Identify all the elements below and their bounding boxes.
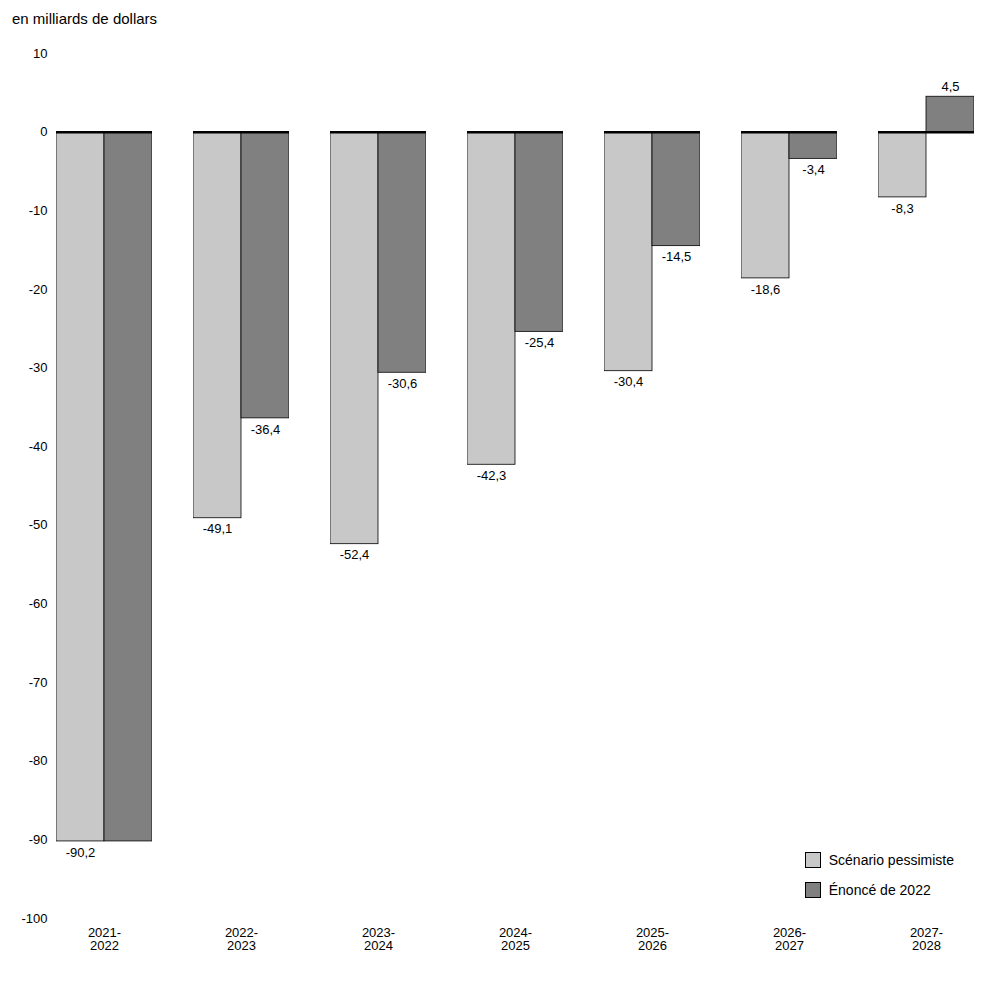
html-text:Scénario pessimiste: Scénario pessimiste xyxy=(828,852,954,868)
svg-text:-10: -10 xyxy=(29,203,48,218)
svg-text:-18,6: -18,6 xyxy=(751,282,781,297)
svg-text:-52,4: -52,4 xyxy=(340,547,370,562)
svg-text:-42,3: -42,3 xyxy=(477,468,507,483)
svg-text:-100: -100 xyxy=(21,911,47,926)
svg-text:-70: -70 xyxy=(29,675,48,690)
html-text:Énoncé de 2022: Énoncé de 2022 xyxy=(828,882,931,898)
svg-text:2022-2023: 2022-2023 xyxy=(225,925,258,953)
svg-text:2026-2027: 2026-2027 xyxy=(773,925,806,953)
svg-text:-80: -80 xyxy=(29,753,48,768)
svg-text:-14,5: -14,5 xyxy=(662,249,692,264)
svg-text:-25,4: -25,4 xyxy=(525,335,555,350)
svg-text:-90,2: -90,2 xyxy=(66,845,96,860)
svg-text:-30,4: -30,4 xyxy=(614,374,644,389)
svg-text:4,5: 4,5 xyxy=(941,79,959,94)
svg-text:-8,3: -8,3 xyxy=(891,201,913,216)
svg-text:-49,1: -49,1 xyxy=(203,521,233,536)
svg-text:-20: -20 xyxy=(29,282,48,297)
svg-text:-30,6: -30,6 xyxy=(388,376,418,391)
svg-text:-60: -60 xyxy=(29,596,48,611)
svg-text:-36,4: -36,4 xyxy=(251,422,281,437)
svg-text:2021-2022: 2021-2022 xyxy=(88,925,121,953)
svg-text:10: 10 xyxy=(33,46,47,61)
svg-text:2025-2026: 2025-2026 xyxy=(636,925,669,953)
svg-text:-50: -50 xyxy=(29,517,48,532)
svg-text:-3,4: -3,4 xyxy=(802,162,824,177)
svg-text:2024-2025: 2024-2025 xyxy=(499,925,532,953)
svg-text:0: 0 xyxy=(40,124,47,139)
svg-text:-30: -30 xyxy=(29,360,48,375)
svg-text:-90: -90 xyxy=(29,832,48,847)
svg-text:-40: -40 xyxy=(29,439,48,454)
html-text:en milliards de dollars: en milliards de dollars xyxy=(12,10,158,27)
svg-text:2027-2028: 2027-2028 xyxy=(910,925,943,953)
svg-text:2023-2024: 2023-2024 xyxy=(362,925,395,953)
